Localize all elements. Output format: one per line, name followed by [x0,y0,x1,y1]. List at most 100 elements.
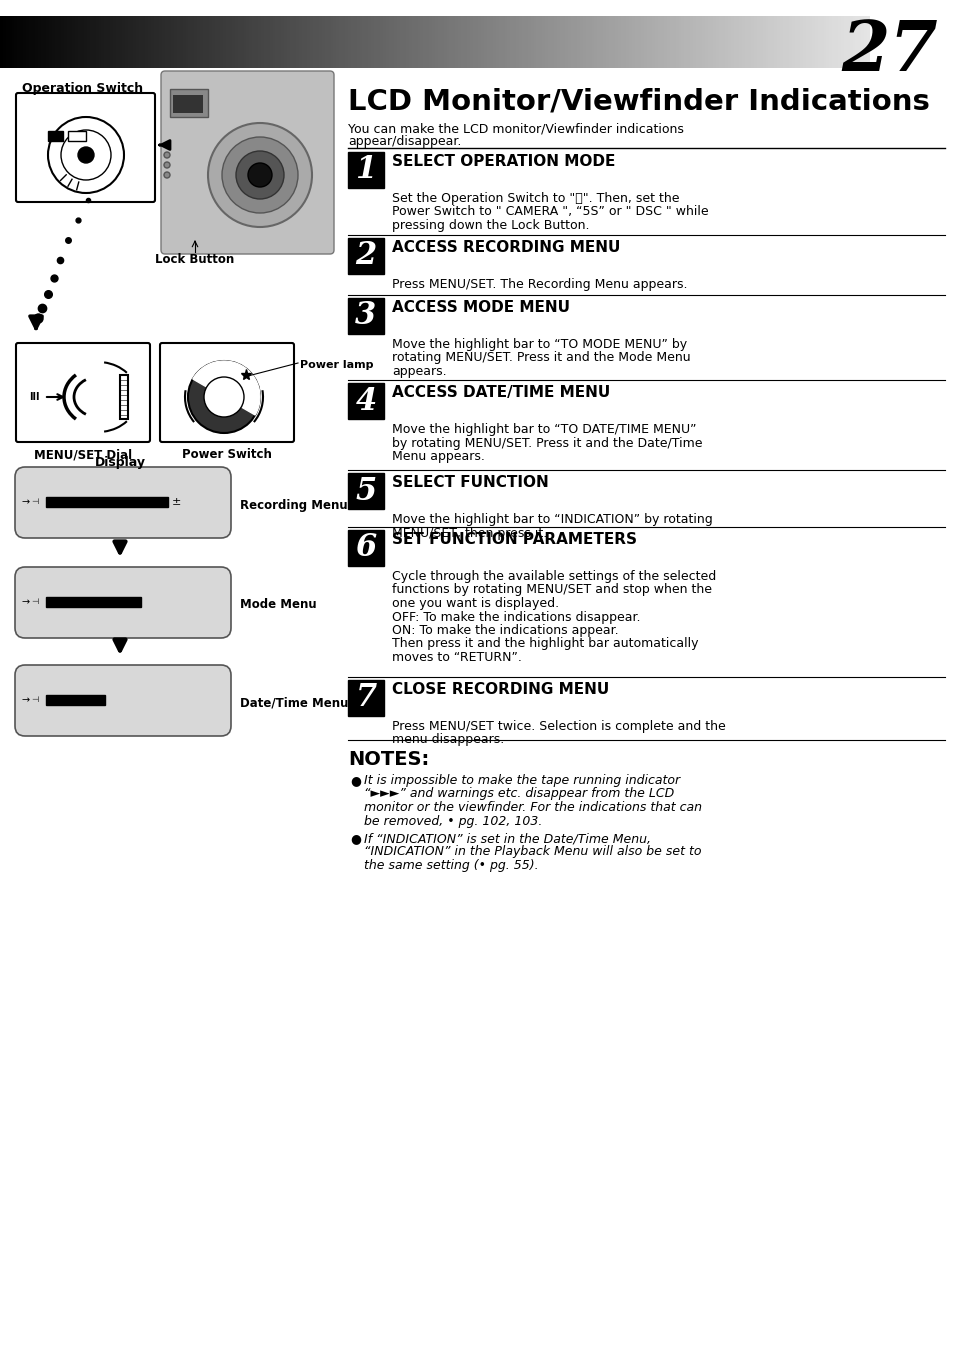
Bar [339,16,342,68]
Bar [348,238,384,274]
Bar [313,16,315,68]
Bar [281,16,284,68]
Bar [293,16,295,68]
Bar [591,16,594,68]
Bar [226,16,229,68]
Bar [623,16,626,68]
Bar [331,16,334,68]
Text: ⊣: ⊣ [30,598,38,607]
Text: 27: 27 [841,18,937,85]
Text: Press MENU/SET. The Recording Menu appears.: Press MENU/SET. The Recording Menu appea… [392,278,687,291]
Bar [348,680,384,715]
Bar [756,16,759,68]
Bar [817,16,820,68]
Bar [814,16,817,68]
Bar [683,16,686,68]
Bar [429,16,432,68]
Bar [214,16,217,68]
Polygon shape [193,360,260,415]
Bar [446,16,449,68]
Bar [78,16,81,68]
Bar [151,16,153,68]
Bar [646,16,649,68]
Text: Press MENU/SET twice. Selection is complete and the: Press MENU/SET twice. Selection is compl… [392,720,725,733]
Bar [20,16,23,68]
Text: ON: To make the indications appear.: ON: To make the indications appear. [392,625,618,637]
Bar [858,16,861,68]
Bar [58,16,61,68]
Bar [771,16,774,68]
Bar [34,16,38,68]
Bar [808,16,811,68]
Bar [582,16,585,68]
Bar [252,16,255,68]
Text: 6: 6 [355,533,376,564]
Bar [513,16,516,68]
Bar [351,16,354,68]
Text: ACCESS MODE MENU: ACCESS MODE MENU [392,299,569,314]
Text: Set the Operation Switch to "Ⓜ". Then, set the: Set the Operation Switch to "Ⓜ". Then, s… [392,192,679,205]
Bar [348,16,351,68]
Bar [777,16,780,68]
Bar [432,16,435,68]
Bar [704,16,707,68]
Bar [348,383,384,419]
Circle shape [208,123,312,228]
Bar [388,16,391,68]
Bar [579,16,582,68]
Bar [533,16,536,68]
Text: If “INDICATION” is set in the Date/Time Menu,: If “INDICATION” is set in the Date/Time … [364,832,650,846]
Bar [538,16,541,68]
Bar [577,16,579,68]
Bar [348,298,384,333]
Text: appears.: appears. [392,364,446,378]
Bar [17,16,20,68]
Bar [113,16,116,68]
Text: Power Switch: Power Switch [182,449,272,461]
Bar [736,16,739,68]
Bar [557,16,559,68]
Bar [165,16,168,68]
Bar [29,16,31,68]
Bar [846,16,849,68]
Bar [484,16,487,68]
Bar [206,16,209,68]
Text: one you want is displayed.: one you want is displayed. [392,598,558,610]
Bar [220,16,223,68]
Bar [852,16,855,68]
Bar [466,16,469,68]
Circle shape [164,172,170,178]
Text: 5: 5 [355,476,376,507]
Text: Power lamp: Power lamp [299,360,374,370]
Text: ⊣: ⊣ [30,497,38,507]
Bar [9,16,11,68]
Bar [153,16,156,68]
Text: by rotating MENU/SET. Press it and the Date/Time: by rotating MENU/SET. Press it and the D… [392,436,701,450]
Bar [23,16,26,68]
Bar [415,16,417,68]
Bar [120,375,128,419]
Bar [133,16,136,68]
Bar [258,16,261,68]
Bar [710,16,713,68]
Bar [666,16,669,68]
Bar [412,16,415,68]
Bar [565,16,568,68]
Bar [689,16,693,68]
Text: ●: ● [350,774,360,787]
Bar [437,16,440,68]
Bar [310,16,313,68]
Text: MENU/SET Dial: MENU/SET Dial [34,449,132,461]
Circle shape [248,163,272,187]
Bar [678,16,680,68]
Bar [382,16,385,68]
Bar [504,16,507,68]
Bar [680,16,683,68]
Bar [699,16,701,68]
Bar [64,16,67,68]
Bar [472,16,476,68]
Text: rotating MENU/SET. Press it and the Mode Menu: rotating MENU/SET. Press it and the Mode… [392,351,690,364]
Text: Recording Menu: Recording Menu [240,499,347,511]
Bar [788,16,791,68]
Text: 7: 7 [355,683,376,714]
